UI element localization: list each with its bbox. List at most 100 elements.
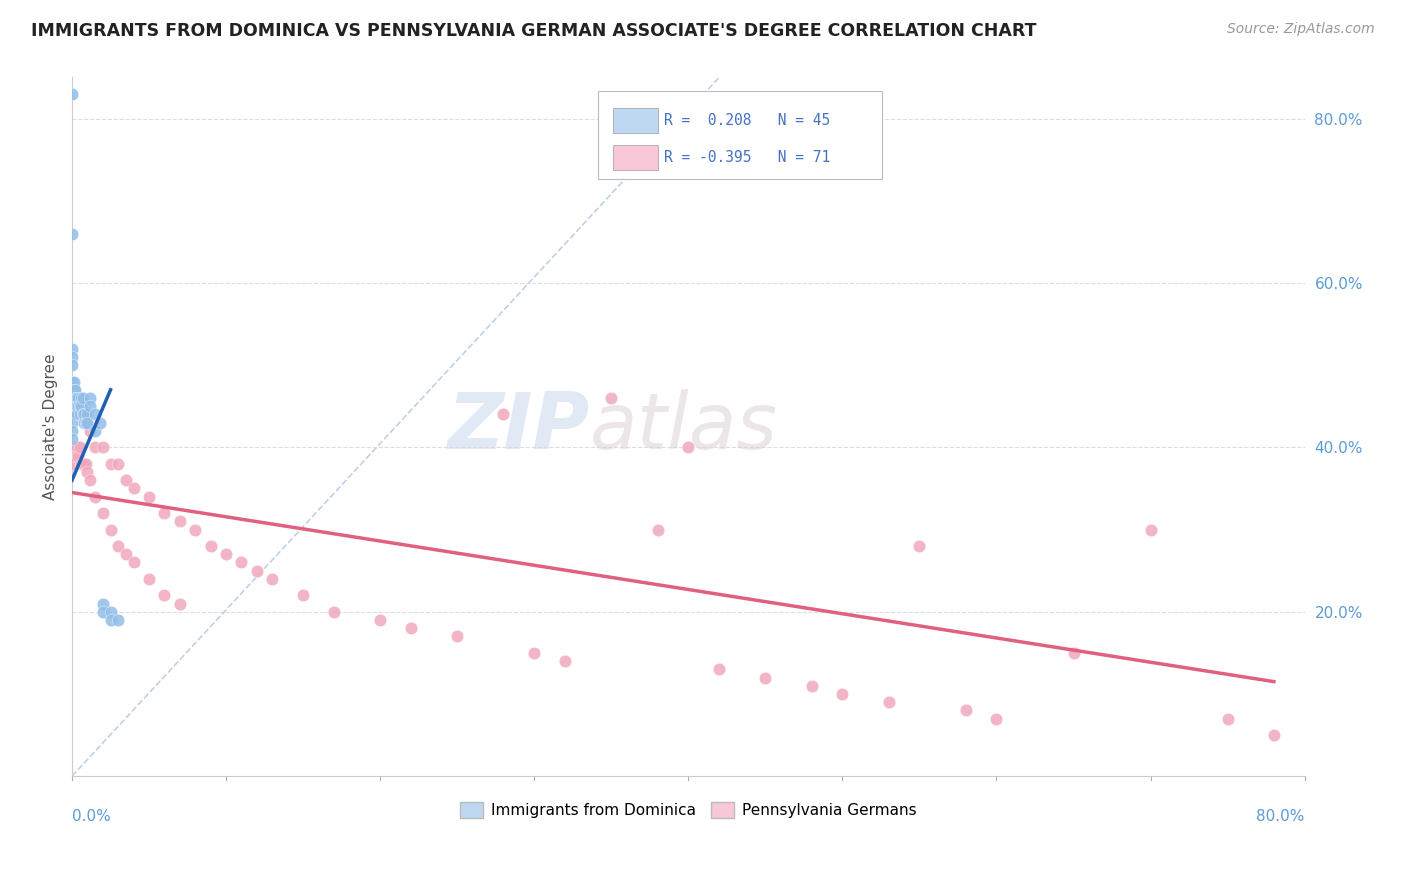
- Point: [60, 87, 83, 101]
- Point: [60, 416, 83, 430]
- Point: [986, 712, 1008, 726]
- Point: [115, 473, 138, 487]
- Point: [89, 416, 111, 430]
- Text: IMMIGRANTS FROM DOMINICA VS PENNSYLVANIA GERMAN ASSOCIATE'S DEGREE CORRELATION C: IMMIGRANTS FROM DOMINICA VS PENNSYLVANIA…: [31, 22, 1036, 40]
- Point: [62, 391, 84, 405]
- Point: [79, 391, 101, 405]
- Point: [62, 391, 84, 405]
- Point: [60, 342, 83, 356]
- FancyBboxPatch shape: [613, 108, 658, 133]
- Point: [75, 408, 97, 422]
- Point: [62, 383, 84, 397]
- Point: [100, 605, 122, 619]
- Point: [107, 613, 129, 627]
- Point: [66, 441, 89, 455]
- Point: [63, 391, 86, 405]
- Point: [67, 399, 90, 413]
- Point: [60, 457, 83, 471]
- Point: [800, 679, 823, 693]
- Point: [600, 391, 623, 405]
- Point: [707, 662, 730, 676]
- Point: [63, 399, 86, 413]
- Point: [554, 654, 576, 668]
- Point: [66, 391, 89, 405]
- Point: [231, 556, 253, 570]
- Point: [60, 399, 83, 413]
- Point: [75, 416, 97, 430]
- Point: [60, 408, 83, 422]
- Point: [66, 408, 89, 422]
- Point: [63, 383, 86, 397]
- Point: [75, 457, 97, 471]
- Point: [60, 408, 83, 422]
- Point: [169, 597, 191, 611]
- Point: [76, 465, 98, 479]
- Point: [70, 391, 93, 405]
- Point: [1139, 523, 1161, 537]
- Point: [91, 605, 114, 619]
- Point: [100, 457, 122, 471]
- Text: R =  0.208   N = 45: R = 0.208 N = 45: [664, 112, 830, 128]
- Text: atlas: atlas: [589, 389, 778, 465]
- Point: [62, 399, 84, 413]
- Point: [138, 490, 160, 504]
- Text: ZIP: ZIP: [447, 389, 589, 465]
- Point: [76, 416, 98, 430]
- Point: [63, 399, 86, 413]
- Point: [1263, 728, 1285, 742]
- Point: [1063, 646, 1085, 660]
- Point: [60, 227, 83, 241]
- Point: [215, 547, 238, 561]
- Point: [69, 399, 91, 413]
- Point: [831, 687, 853, 701]
- FancyBboxPatch shape: [599, 91, 882, 178]
- Point: [323, 605, 346, 619]
- Point: [107, 539, 129, 553]
- Text: 80.0%: 80.0%: [1257, 809, 1305, 824]
- Point: [84, 441, 107, 455]
- Point: [63, 449, 86, 463]
- Point: [91, 441, 114, 455]
- Point: [169, 514, 191, 528]
- Point: [73, 408, 96, 422]
- Point: [523, 646, 546, 660]
- Point: [91, 597, 114, 611]
- Point: [246, 564, 269, 578]
- Point: [70, 457, 93, 471]
- Point: [79, 473, 101, 487]
- Point: [91, 506, 114, 520]
- Point: [100, 613, 122, 627]
- Point: [955, 703, 977, 717]
- Legend: Immigrants from Dominica, Pennsylvania Germans: Immigrants from Dominica, Pennsylvania G…: [454, 797, 922, 824]
- Point: [72, 457, 94, 471]
- Text: 0.0%: 0.0%: [72, 809, 111, 824]
- Point: [76, 416, 98, 430]
- Point: [72, 408, 94, 422]
- Point: [73, 457, 96, 471]
- Point: [72, 408, 94, 422]
- Point: [76, 408, 98, 422]
- Point: [647, 523, 669, 537]
- Point: [60, 375, 83, 389]
- Point: [754, 671, 776, 685]
- Point: [1216, 712, 1239, 726]
- Point: [292, 588, 315, 602]
- Point: [100, 523, 122, 537]
- Point: [79, 399, 101, 413]
- Point: [69, 391, 91, 405]
- Point: [62, 375, 84, 389]
- Point: [60, 358, 83, 372]
- Point: [107, 457, 129, 471]
- Point: [62, 441, 84, 455]
- Point: [122, 556, 145, 570]
- Point: [72, 391, 94, 405]
- Point: [73, 416, 96, 430]
- FancyBboxPatch shape: [613, 145, 658, 170]
- Point: [115, 547, 138, 561]
- Point: [67, 391, 90, 405]
- Point: [69, 441, 91, 455]
- Point: [446, 629, 468, 643]
- Y-axis label: Associate's Degree: Associate's Degree: [44, 353, 58, 500]
- Point: [69, 408, 91, 422]
- Point: [79, 424, 101, 438]
